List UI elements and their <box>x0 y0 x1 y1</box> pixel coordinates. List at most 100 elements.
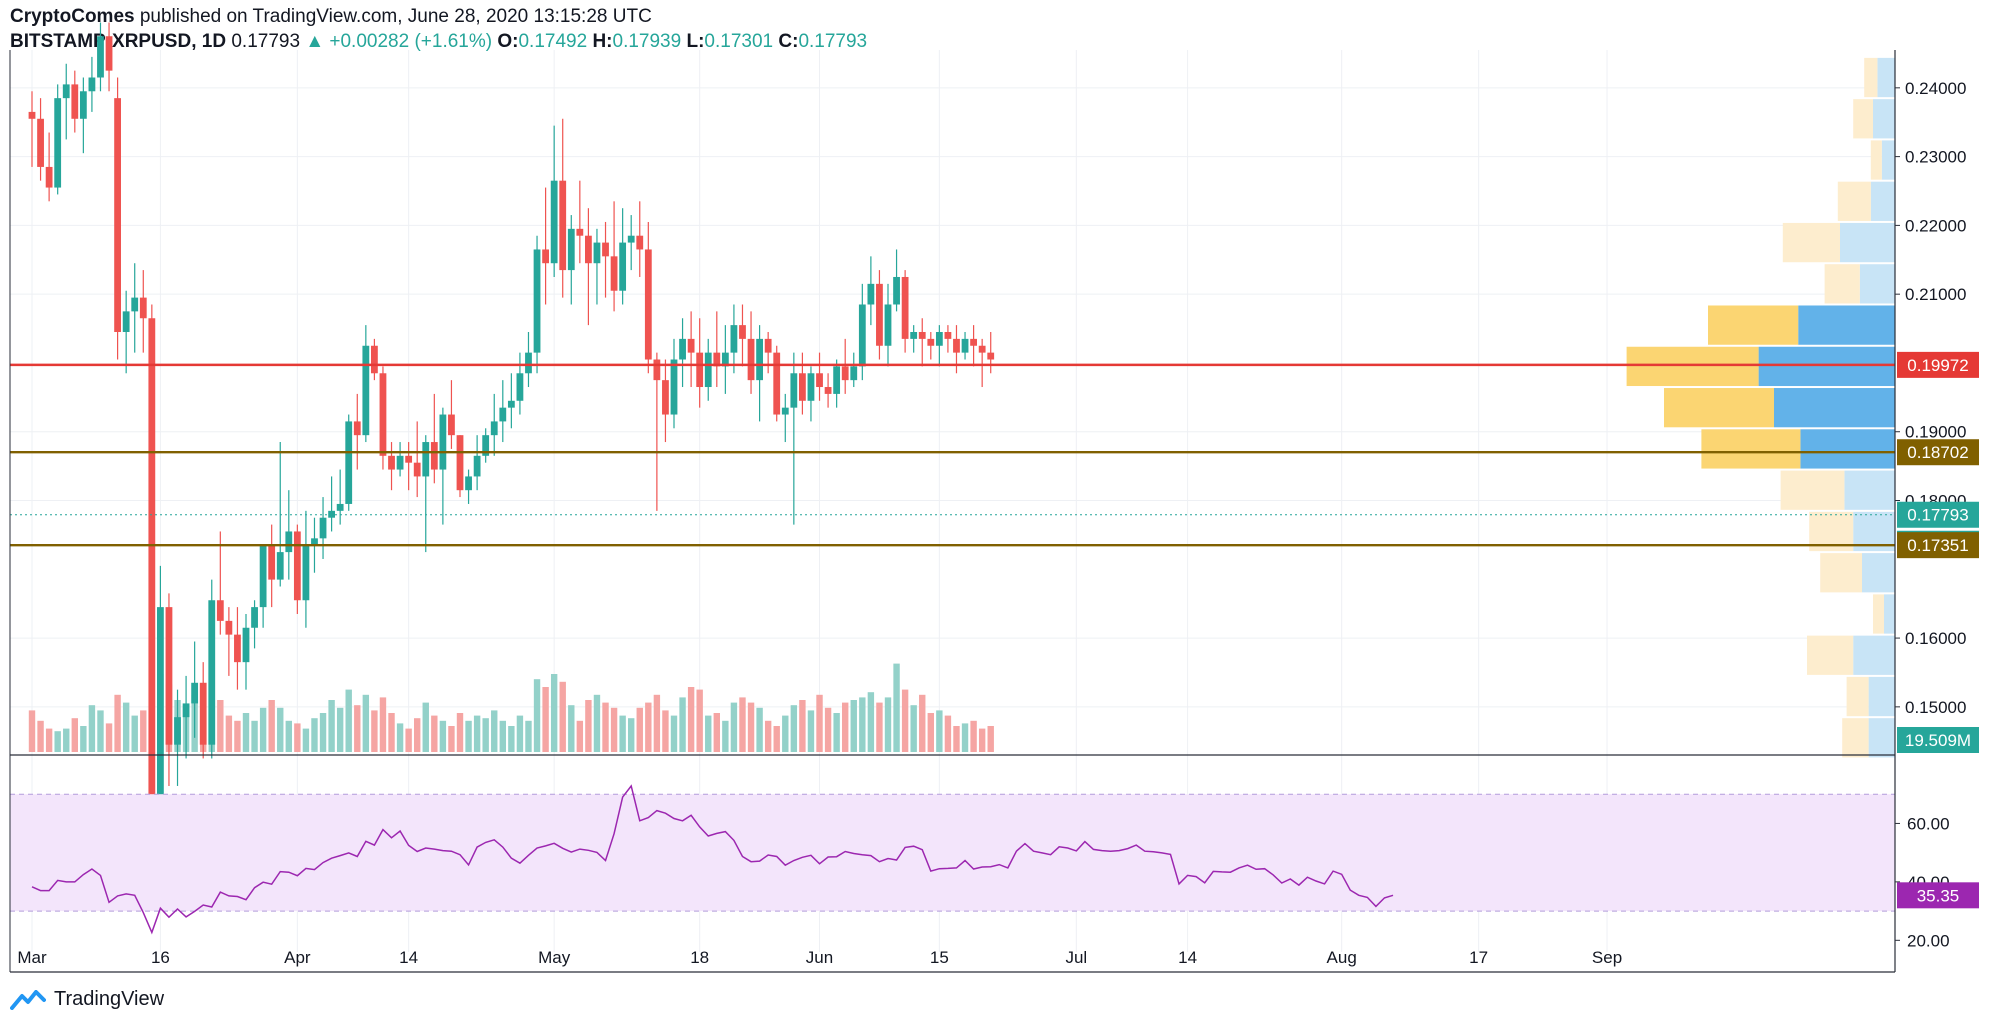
ohlc-legend: BITSTAMP:XRPUSD, 1D 0.17793 ▲ +0.00282 (… <box>10 31 867 53</box>
candle-body <box>858 304 866 367</box>
publisher-name: CryptoComes <box>10 6 135 27</box>
candle-body <box>405 455 413 463</box>
volume-bar <box>747 702 755 752</box>
candle-body <box>721 352 729 367</box>
time-tick-label: Jul <box>1065 948 1087 967</box>
volume-bar <box>850 700 857 752</box>
candle-body <box>293 531 301 601</box>
volume-profile-sell-bar <box>1873 594 1884 634</box>
volume-bar <box>953 726 960 752</box>
volume-bar <box>448 726 455 752</box>
volume-bar <box>653 694 661 752</box>
volume-profile-buy-bar <box>1758 346 1895 387</box>
candle-body <box>353 421 361 436</box>
open-label: O: <box>497 31 519 52</box>
candle-body <box>54 98 62 188</box>
volume-profile-sell-bar <box>1842 718 1869 758</box>
close-value: 0.17793 <box>798 31 868 52</box>
volume-bar <box>431 715 438 752</box>
support-level-label-bg <box>1897 439 1979 466</box>
volume-bar <box>242 713 250 752</box>
open-value: 0.17492 <box>518 31 588 52</box>
candle-body <box>987 352 995 360</box>
volume-bar <box>80 726 87 752</box>
candle-body <box>602 242 609 257</box>
volume-profile-buy-bar <box>1881 140 1895 180</box>
candle-body <box>944 332 952 339</box>
volume-profile-buy-bar <box>1774 388 1895 428</box>
candle-body <box>311 538 318 546</box>
volume-profile-buy-bar <box>1877 57 1895 98</box>
candle-body <box>388 455 395 470</box>
volume-bar <box>705 715 712 752</box>
high-label: H: <box>592 31 613 52</box>
candle-body <box>636 235 644 250</box>
volume-bar <box>414 718 421 752</box>
candle-body <box>807 373 815 401</box>
volume-profile-sell-bar <box>1853 99 1873 139</box>
volume-profile-sell-bar <box>1837 181 1871 221</box>
candle-body <box>45 166 53 188</box>
candle-body <box>559 180 567 271</box>
published-text: published on TradingView.com, June 28, 2… <box>139 6 652 27</box>
volume-bar <box>730 702 738 752</box>
candle-body <box>88 77 96 92</box>
price-tick-label: 0.21000 <box>1905 285 1966 304</box>
time-tick-label: 14 <box>1178 948 1197 967</box>
price-tick-label: 0.23000 <box>1905 148 1966 167</box>
candle-body <box>935 332 943 346</box>
volume-bar <box>28 710 36 752</box>
volume-bar <box>876 702 883 752</box>
volume-bar <box>319 713 327 752</box>
candle-body <box>276 552 284 580</box>
volume-bar <box>978 728 986 752</box>
candle-body <box>525 352 532 374</box>
candle-body <box>662 380 669 415</box>
volume-bar <box>422 702 429 752</box>
price-tick-label: 0.15000 <box>1905 698 1966 717</box>
tradingview-branding[interactable]: TradingView <box>10 988 164 1011</box>
volume-bar <box>37 720 44 752</box>
volume-bar <box>259 707 267 752</box>
candle-body <box>867 283 875 305</box>
volume-bar <box>773 726 780 752</box>
volume-bar <box>499 720 506 752</box>
volume-bar <box>439 720 447 752</box>
volume-bar <box>927 713 934 752</box>
volume-bar <box>234 720 241 752</box>
price-tick-label: 0.16000 <box>1905 629 1966 648</box>
last-price-label: 0.17793 <box>1907 506 1968 525</box>
volume-bar <box>790 705 798 752</box>
candle-body <box>199 682 207 745</box>
volume-bar <box>388 713 395 752</box>
volume-profile-sell-bar <box>1782 222 1840 263</box>
volume-bar <box>217 700 224 752</box>
candle-body <box>268 545 276 580</box>
volume-profile-sell-bar <box>1846 676 1869 717</box>
volume-bar <box>336 707 344 752</box>
candlesticks <box>28 22 995 828</box>
volume-bar <box>987 726 994 752</box>
candle-body <box>148 318 156 814</box>
candle-body <box>927 338 935 346</box>
candle-body <box>550 180 558 264</box>
volume-bar <box>628 718 635 752</box>
volume-bar <box>88 705 96 752</box>
volume-bar <box>936 710 943 752</box>
chart-publish-info: CryptoComes published on TradingView.com… <box>10 6 652 28</box>
candle-body <box>174 717 181 745</box>
chart-axes: 0.240000.230000.220000.210000.190000.180… <box>9 50 1966 973</box>
rsi-tick-label: 60.00 <box>1907 814 1950 833</box>
volume-bar <box>585 700 592 752</box>
volume-bar <box>482 718 489 752</box>
volume-bar <box>371 710 378 752</box>
volume-profile-buy-bar <box>1870 181 1895 221</box>
candle-body <box>97 36 104 78</box>
candle-body <box>756 338 763 381</box>
price-tick-label: 0.19000 <box>1905 423 1966 442</box>
price-tick-label: 0.24000 <box>1905 79 1966 98</box>
volume-profile-sell-bar <box>1626 346 1759 387</box>
candle-body <box>739 325 746 339</box>
candle-body <box>473 455 481 477</box>
